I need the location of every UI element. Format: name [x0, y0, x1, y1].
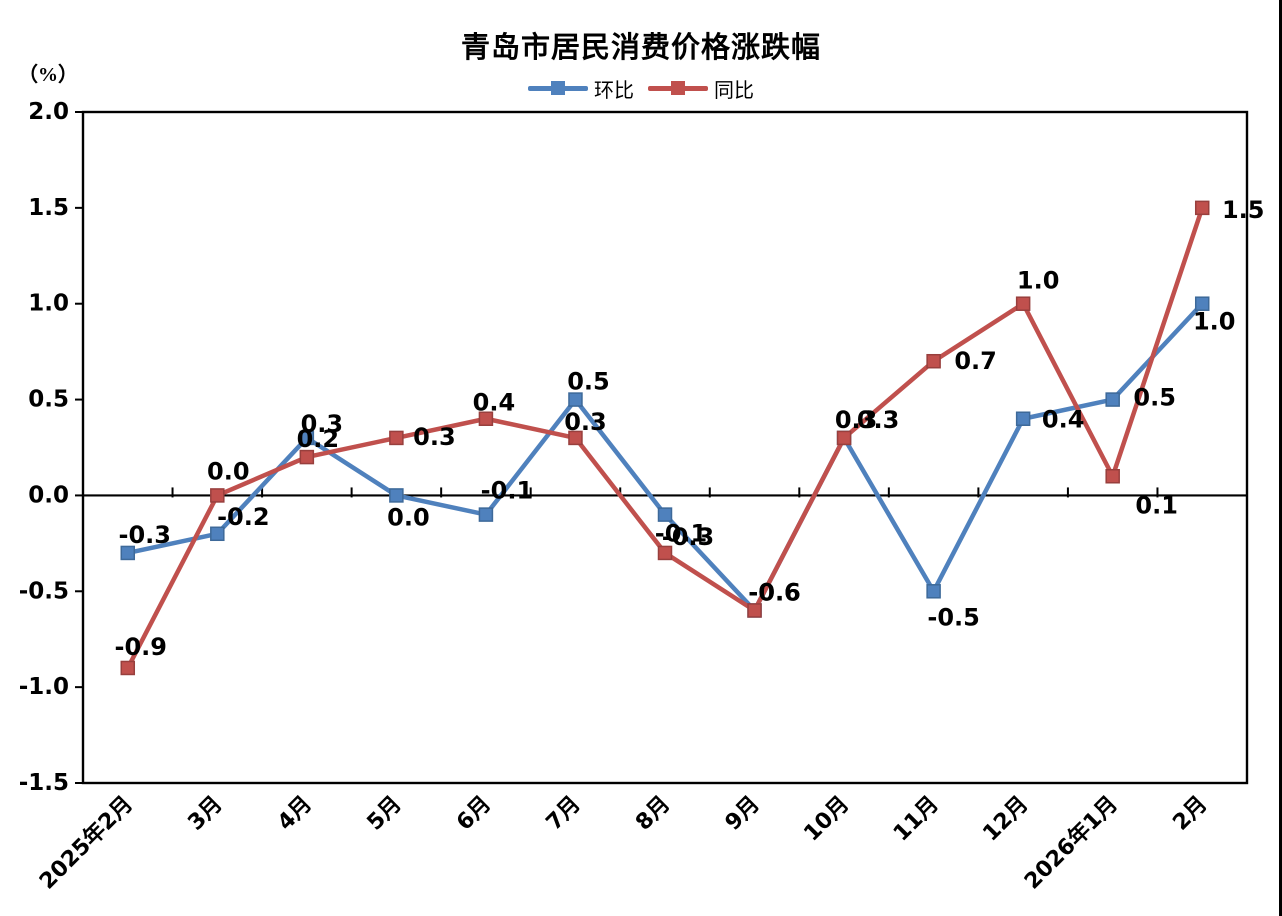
data-label: -0.1 — [655, 520, 707, 548]
x-tick-label: 2月 — [1168, 792, 1212, 836]
data-point-marker — [210, 488, 225, 503]
x-tick-label: 4月 — [273, 792, 317, 836]
data-label: 0.1 — [1135, 491, 1178, 519]
x-tick-label: 8月 — [631, 792, 675, 836]
data-label: 0.5 — [1133, 384, 1176, 412]
legend-square-swatch — [671, 81, 685, 95]
data-label: 0.0 — [387, 503, 430, 531]
line-square-marker-icon — [528, 81, 588, 95]
data-point-marker — [1105, 469, 1120, 484]
y-tick-label: 0.5 — [28, 387, 69, 413]
data-point-marker — [299, 449, 315, 465]
y-axis-unit-label: （%） — [18, 64, 78, 86]
data-label: 0.3 — [301, 410, 344, 438]
y-tick-label: 2.0 — [28, 99, 69, 125]
y-tick-label: -1.5 — [19, 770, 69, 796]
x-tick-label: 9月 — [721, 792, 765, 836]
y-tick-label: 1.5 — [28, 195, 69, 221]
data-point-marker — [478, 411, 494, 426]
x-tick-label: 2026年1月 — [1019, 791, 1123, 895]
data-label: 0.3 — [857, 406, 900, 434]
x-tick-label: 11月 — [889, 792, 944, 847]
data-label: 0.2 — [297, 425, 340, 453]
data-label: -0.1 — [481, 477, 533, 505]
x-tick-label: 3月 — [183, 792, 227, 836]
screen-right-edge — [1279, 0, 1282, 916]
y-tick-label: 0.0 — [28, 482, 69, 508]
y-tick-label: -1.0 — [19, 674, 69, 700]
data-point-marker — [568, 430, 583, 446]
x-tick-label: 6月 — [452, 792, 496, 836]
x-tick-label: 12月 — [979, 792, 1034, 847]
data-label: 0.0 — [207, 457, 250, 485]
legend-label: 环比 — [594, 79, 634, 102]
data-label: 0.7 — [954, 347, 997, 375]
data-point-marker — [657, 545, 673, 561]
data-label: -0.9 — [115, 633, 167, 661]
data-label: 0.3 — [835, 406, 878, 434]
data-point-marker — [926, 584, 941, 599]
data-label: 1.5 — [1222, 196, 1265, 224]
series-line-huanbi — [125, 301, 1205, 613]
data-point-marker — [120, 545, 136, 561]
data-label: 0.3 — [413, 423, 456, 451]
x-tick-label: 5月 — [363, 792, 407, 836]
data-point-marker — [836, 430, 852, 446]
data-point-marker — [1015, 411, 1031, 426]
data-label: -0.3 — [662, 523, 714, 551]
data-label: 0.4 — [473, 389, 516, 417]
data-point-marker — [389, 430, 404, 446]
data-point-marker — [120, 660, 136, 676]
data-label: -0.6 — [748, 578, 800, 606]
x-tick-label: 2025年2月 — [34, 791, 138, 895]
data-point-marker — [1194, 296, 1210, 311]
plot-frame — [81, 110, 1249, 785]
data-label: 1.0 — [1017, 267, 1060, 295]
data-point-marker — [747, 603, 762, 618]
data-point-marker — [568, 392, 583, 407]
data-point-marker — [1015, 296, 1031, 311]
data-point-marker — [926, 353, 941, 369]
legend-item-huanbi: 环比 — [528, 74, 634, 103]
y-tick-label: -0.5 — [19, 578, 69, 604]
data-point-marker — [389, 488, 404, 503]
data-label: -0.3 — [119, 521, 171, 549]
data-label: 1.0 — [1193, 308, 1236, 336]
data-point-marker — [210, 526, 225, 542]
data-point-marker — [1194, 200, 1210, 216]
x-tick-label: 7月 — [542, 792, 586, 836]
data-point-marker — [478, 507, 494, 522]
data-label: -0.2 — [217, 503, 269, 531]
data-label: 0.4 — [1042, 406, 1085, 434]
line-square-marker-icon — [648, 81, 708, 95]
data-point-marker — [657, 507, 673, 522]
data-point-marker — [1105, 392, 1120, 407]
y-tick-label: 1.0 — [28, 291, 69, 317]
data-label: 0.3 — [564, 408, 607, 436]
data-label: -0.6 — [748, 578, 800, 606]
x-tick-label: 10月 — [799, 792, 854, 847]
data-label: -0.5 — [927, 603, 979, 631]
legend-label: 同比 — [714, 79, 754, 102]
legend-item-tongbi: 同比 — [648, 74, 754, 103]
chart-legend: 环比 同比 — [0, 74, 1282, 103]
chart-title: 青岛市居民消费价格涨跌幅 — [460, 32, 821, 64]
data-point-marker — [299, 430, 315, 446]
data-label: 0.5 — [567, 368, 610, 396]
legend-square-swatch — [551, 81, 565, 95]
